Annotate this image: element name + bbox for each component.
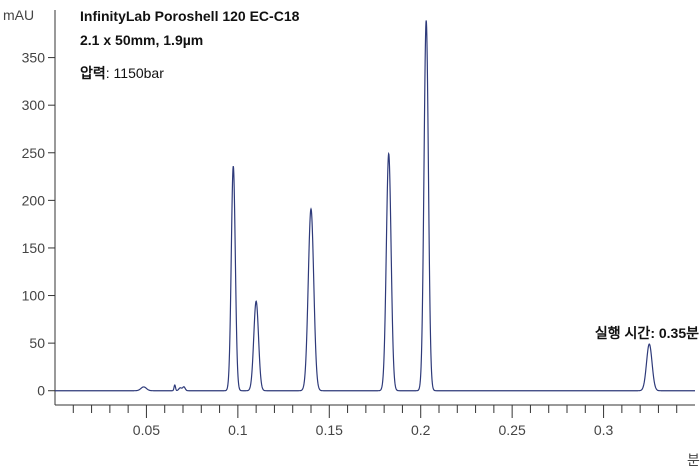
- y-tick-label: 250: [22, 145, 46, 161]
- x-tick-label: 0.05: [133, 422, 160, 438]
- pressure-value: : 1150bar: [106, 65, 164, 81]
- x-tick-label: 0.3: [594, 422, 614, 438]
- x-tick-label: 0.25: [499, 422, 526, 438]
- column-title-line2: 2.1 x 50mm, 1.9µm: [80, 32, 203, 48]
- x-tick-label: 0.15: [316, 422, 343, 438]
- y-ticks: 0 50 100 150 200 250 300 350: [22, 50, 55, 399]
- x-tick-label: 0.2: [411, 422, 431, 438]
- chromatogram-trace: [55, 20, 695, 392]
- runtime-annotation: 실행 시간: 0.35분: [595, 325, 699, 341]
- y-tick-label: 200: [22, 192, 46, 208]
- axes: [54, 10, 695, 406]
- y-tick-label: 100: [22, 288, 46, 304]
- y-axis-unit-label: mAU: [3, 7, 34, 23]
- y-tick-label: 150: [22, 240, 46, 256]
- x-axis-unit-label: 분: [687, 452, 700, 468]
- x-tick-label: 0.1: [228, 422, 248, 438]
- y-tick-label: 0: [37, 383, 45, 399]
- y-tick-label: 300: [22, 97, 46, 113]
- pressure-annotation: 압력: 1150bar: [80, 65, 164, 81]
- pressure-label: 압력: [80, 65, 106, 81]
- column-title-line1: InfinityLab Poroshell 120 EC-C18: [80, 8, 300, 24]
- x-ticks: 0.05 0.1 0.15 0.2 0.25 0.3: [72, 405, 678, 438]
- y-tick-label: 50: [29, 335, 45, 351]
- y-tick-label: 350: [22, 50, 46, 66]
